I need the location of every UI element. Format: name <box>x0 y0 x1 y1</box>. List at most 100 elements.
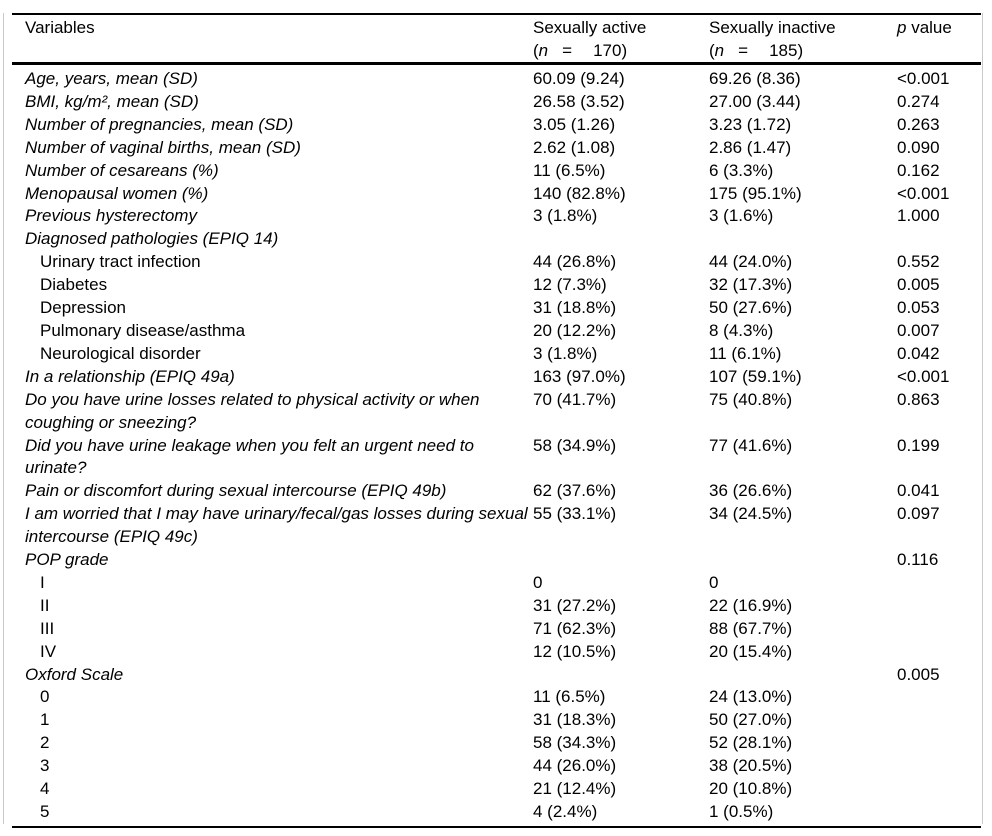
cell-variable: 2 <box>40 733 50 753</box>
cell-sexually-active-value: 3.05 (1.26) <box>533 114 616 134</box>
cell-p-value: <0.001 <box>897 183 950 203</box>
cell-p-value: 0.053 <box>897 298 940 318</box>
cell-variable: II <box>40 595 50 615</box>
cell-variable: Number of cesareans (%) <box>25 160 219 180</box>
cell-variable: I <box>40 572 45 592</box>
n-count: 170 <box>593 41 622 60</box>
table-frame-right-line <box>982 13 983 824</box>
table-row: Pulmonary disease/asthma 20 (12.2%) 8 (4.3… <box>12 320 981 343</box>
cell-p-value: 0.041 <box>897 481 940 501</box>
table-row: III 71 (62.3%) 88 (67.7%) <box>12 618 981 641</box>
table-row: 2 58 (34.3%) 52 (28.1%) <box>12 732 981 755</box>
table-row: IV 12 (10.5%) 20 (15.4%) <box>12 641 981 664</box>
table-row: Diagnosed pathologies (EPIQ 14) <box>12 228 981 251</box>
column-header-variables: Variables <box>12 14 533 64</box>
table-header: Variables Sexually active (n = 170) Sexual… <box>12 14 981 64</box>
cell-variable: I am worried that I may have urinary/fec… <box>25 504 528 547</box>
cell-sexually-inactive-value: 24 (13.0%) <box>709 687 793 707</box>
cell-p-value <box>895 778 981 801</box>
cell-sexually-inactive-value: 20 (15.4%) <box>709 641 793 661</box>
paren-close: ) <box>621 41 628 60</box>
cell-sexually-active-value: 60.09 (9.24) <box>533 69 625 88</box>
equals-sign: = <box>562 41 573 60</box>
cell-sexually-active-value <box>533 549 709 572</box>
cell-sexually-inactive-value: 2.86 (1.47) <box>709 137 792 157</box>
cell-sexually-active-value: 62 (37.6%) <box>533 481 617 501</box>
cell-sexually-active-value: 0 <box>533 572 543 592</box>
cell-sexually-active-value: 21 (12.4%) <box>533 779 617 799</box>
cell-sexually-active-value: 71 (62.3%) <box>533 618 617 638</box>
table-row: 3 44 (26.0%) 38 (20.5%) <box>12 755 981 778</box>
baseline-characteristics-table: Variables Sexually active (n = 170) Sexual… <box>12 13 981 828</box>
cell-variable: Previous hysterectomy <box>25 206 197 226</box>
cell-p-value: 0.863 <box>897 389 940 409</box>
cell-variable: Number of vaginal births, mean (SD) <box>25 137 301 157</box>
table-row: Number of vaginal births, mean (SD) 2.62 … <box>12 137 981 160</box>
p-value-header-rest: value <box>906 18 952 37</box>
cell-sexually-active-value: 20 (12.2%) <box>533 320 617 340</box>
table-row: Diabetes 12 (7.3%) 32 (17.3%) 0.005 <box>12 274 981 297</box>
cell-variable: III <box>40 618 55 638</box>
table-row: Did you have urine leakage when you felt… <box>12 435 981 481</box>
table-row: Previous hysterectomy 3 (1.8%) 3 (1.6%) 1.0… <box>12 205 981 228</box>
cell-p-value: 0.263 <box>897 114 940 134</box>
cell-sexually-inactive-value: 22 (16.9%) <box>709 595 793 615</box>
cell-p-value: 0.274 <box>897 91 940 111</box>
cell-sexually-active-value: 58 (34.3%) <box>533 733 617 753</box>
sexually-active-title: Sexually active <box>533 18 647 37</box>
cell-sexually-inactive-value: 1 (0.5%) <box>709 802 774 821</box>
cell-sexually-active-value: 44 (26.0%) <box>533 756 617 776</box>
table-row: Number of cesareans (%) 11 (6.5%) 6 (3.3%)… <box>12 160 981 183</box>
table-row: BMI, kg/m², mean (SD) 26.58 (3.52) 27.00 (… <box>12 91 981 114</box>
cell-variable: Menopausal women (%) <box>25 183 209 203</box>
cell-p-value: <0.001 <box>897 69 950 88</box>
cell-sexually-inactive-value: 44 (24.0%) <box>709 252 793 272</box>
table-body: Age, years, mean (SD) 60.09 (9.24) 69.26 (… <box>12 64 981 827</box>
cell-sexually-inactive-value: 50 (27.0%) <box>709 710 793 730</box>
variables-header-label: Variables <box>25 18 95 37</box>
cell-sexually-inactive-value: 175 (95.1%) <box>709 183 802 203</box>
table-row: 5 4 (2.4%) 1 (0.5%) <box>12 801 981 827</box>
cell-sexually-active-value: 3 (1.8%) <box>533 343 598 363</box>
cell-sexually-inactive-value <box>709 549 895 572</box>
cell-variable: Did you have urine leakage when you felt… <box>25 435 474 478</box>
cell-sexually-inactive-value: 8 (4.3%) <box>709 320 774 340</box>
cell-p-value: 0.005 <box>897 275 940 295</box>
cell-sexually-inactive-value: 88 (67.7%) <box>709 618 793 638</box>
sexually-active-n: (n = 170) <box>533 39 709 62</box>
cell-p-value <box>895 686 981 709</box>
cell-p-value <box>895 755 981 778</box>
cell-sexually-active-value: 12 (7.3%) <box>533 275 607 295</box>
table-row: Age, years, mean (SD) 60.09 (9.24) 69.26 (… <box>12 64 981 91</box>
cell-sexually-active-value: 58 (34.9%) <box>533 435 617 455</box>
cell-sexually-inactive-value: 27.00 (3.44) <box>709 91 801 111</box>
cell-variable: Oxford Scale <box>25 664 124 684</box>
cell-sexually-inactive-value: 50 (27.6%) <box>709 298 793 318</box>
cell-p-value: 1.000 <box>897 206 940 226</box>
cell-variable: Do you have urine losses related to phys… <box>25 389 480 432</box>
cell-variable: IV <box>40 641 57 661</box>
cell-sexually-active-value: 31 (27.2%) <box>533 595 617 615</box>
cell-p-value: 0.162 <box>897 160 940 180</box>
cell-sexually-active-value: 44 (26.8%) <box>533 252 617 272</box>
cell-sexually-active-value: 3 (1.8%) <box>533 206 598 226</box>
table-row: 4 21 (12.4%) 20 (10.8%) <box>12 778 981 801</box>
cell-p-value: 0.005 <box>897 664 940 684</box>
cell-sexually-inactive-value: 52 (28.1%) <box>709 733 793 753</box>
cell-sexually-active-value: 2.62 (1.08) <box>533 137 616 157</box>
cell-variable: Age, years, mean (SD) <box>25 69 198 88</box>
cell-sexually-inactive-value: 38 (20.5%) <box>709 756 793 776</box>
n-symbol: n <box>714 41 725 60</box>
table-row: 1 31 (18.3%) 50 (27.0%) <box>12 709 981 732</box>
cell-sexually-inactive-value: 34 (24.5%) <box>709 504 793 524</box>
cell-sexually-active-value: 140 (82.8%) <box>533 183 626 203</box>
cell-sexually-inactive-value: 11 (6.1%) <box>709 343 782 363</box>
cell-variable: In a relationship (EPIQ 49a) <box>25 366 235 386</box>
cell-p-value: 0.199 <box>897 435 940 455</box>
table-row: 0 11 (6.5%) 24 (13.0%) <box>12 686 981 709</box>
cell-p-value: 0.090 <box>897 137 940 157</box>
cell-sexually-inactive-value: 3 (1.6%) <box>709 206 774 226</box>
cell-variable: 0 <box>40 687 50 707</box>
cell-sexually-inactive-value: 3.23 (1.72) <box>709 114 792 134</box>
table-row: In a relationship (EPIQ 49a) 163 (97.0%) 1… <box>12 366 981 389</box>
